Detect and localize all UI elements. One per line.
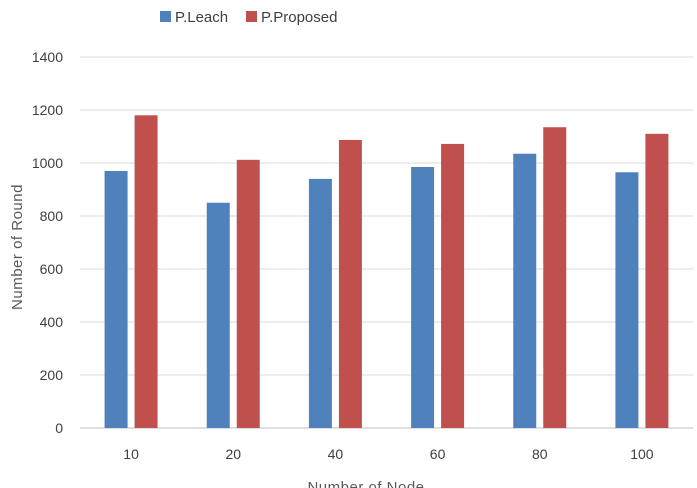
- x-axis-title: Number of Node: [307, 479, 424, 488]
- legend-label-p-proposed: P.Proposed: [261, 9, 337, 26]
- y-axis-tick-labels: 0 200 400 600 800 1000 1200 1400: [32, 49, 63, 436]
- bar-p-leach-80: [513, 153, 537, 428]
- x-tick-label: 100: [630, 446, 654, 462]
- y-tick-label: 1200: [32, 102, 63, 118]
- bar-p-leach-20: [206, 202, 230, 428]
- bar-p-leach-40: [308, 178, 332, 428]
- bar-p-proposed-60: [441, 143, 465, 429]
- y-axis-title: Number of Round: [9, 184, 26, 310]
- y-tick-label: 0: [55, 420, 63, 436]
- y-tick-label: 200: [40, 367, 64, 383]
- y-tick-label: 1000: [32, 155, 63, 171]
- gridlines: [80, 56, 693, 429]
- legend-swatch-p-leach: [160, 11, 171, 22]
- legend-label-p-leach: P.Leach: [175, 9, 228, 26]
- bar-p-leach-10: [104, 170, 128, 428]
- x-tick-label: 80: [532, 446, 548, 462]
- bar-p-proposed-100: [645, 133, 669, 428]
- y-tick-label: 800: [40, 208, 64, 224]
- x-axis-tick-labels: 10 20 40 60 80 100: [123, 446, 654, 462]
- x-tick-label: 10: [123, 446, 139, 462]
- x-tick-label: 20: [225, 446, 241, 462]
- legend: P.Leach P.Proposed: [160, 9, 337, 26]
- bar-p-proposed-20: [236, 159, 260, 428]
- bar-p-leach-60: [411, 166, 435, 428]
- y-tick-label: 600: [40, 261, 64, 277]
- x-tick-label: 60: [430, 446, 446, 462]
- bar-p-proposed-80: [543, 127, 567, 428]
- y-tick-label: 400: [40, 314, 64, 330]
- bar-p-proposed-10: [134, 115, 158, 429]
- bar-p-proposed-40: [338, 139, 362, 428]
- legend-swatch-p-proposed: [246, 11, 257, 22]
- bars: [104, 115, 669, 429]
- bar-p-leach-100: [615, 172, 639, 428]
- y-tick-label: 1400: [32, 49, 63, 65]
- x-tick-label: 40: [328, 446, 344, 462]
